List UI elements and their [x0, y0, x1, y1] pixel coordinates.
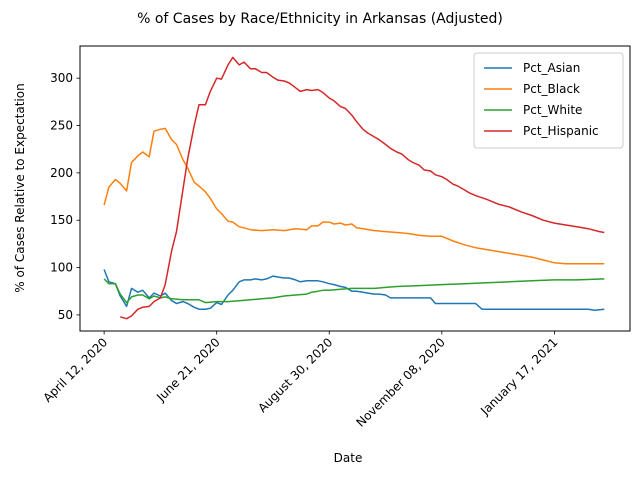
plot-frame: [79, 45, 631, 332]
y-tick-label: 100: [50, 261, 73, 275]
x-tick-label: January 17, 2021: [477, 335, 560, 418]
series-line-pct-asian: [103, 269, 605, 311]
legend: Pct_Asian Pct_Black Pct_White Pct_Hispanic: [473, 52, 624, 149]
chart-title: % of Cases by Race/Ethnicity in Arkansas…: [137, 11, 503, 27]
legend-label: Pct_Black: [523, 82, 580, 96]
x-tick-label: August 30, 2020: [255, 335, 335, 415]
x-axis-label: Date: [334, 451, 363, 465]
series-line-pct-black: [103, 127, 605, 265]
x-tick-label: June 21, 2020: [153, 335, 223, 405]
legend-label: Pct_Hispanic: [523, 124, 599, 138]
x-axis: April 12, 2020 June 21, 2020 August 30, 20…: [40, 331, 561, 430]
legend-box: [473, 52, 624, 149]
y-axis-label: % of Cases Relative to Expectation: [13, 83, 27, 292]
series-line-pct-hispanic: [119, 56, 605, 320]
y-tick-label: 50: [58, 308, 73, 322]
series-line-pct-white: [103, 278, 605, 304]
y-tick-label: 250: [50, 119, 73, 133]
x-tick-label: November 08, 2020: [353, 335, 448, 430]
y-tick-label: 200: [50, 166, 73, 180]
y-axis: 50 100 150 200 250 300: [50, 71, 80, 322]
x-tick-label: April 12, 2020: [40, 335, 110, 405]
y-tick-label: 150: [50, 213, 73, 227]
legend-label: Pct_Asian: [523, 61, 580, 75]
y-tick-label: 300: [50, 71, 73, 85]
plot-area: [103, 56, 605, 320]
legend-label: Pct_White: [523, 103, 582, 117]
